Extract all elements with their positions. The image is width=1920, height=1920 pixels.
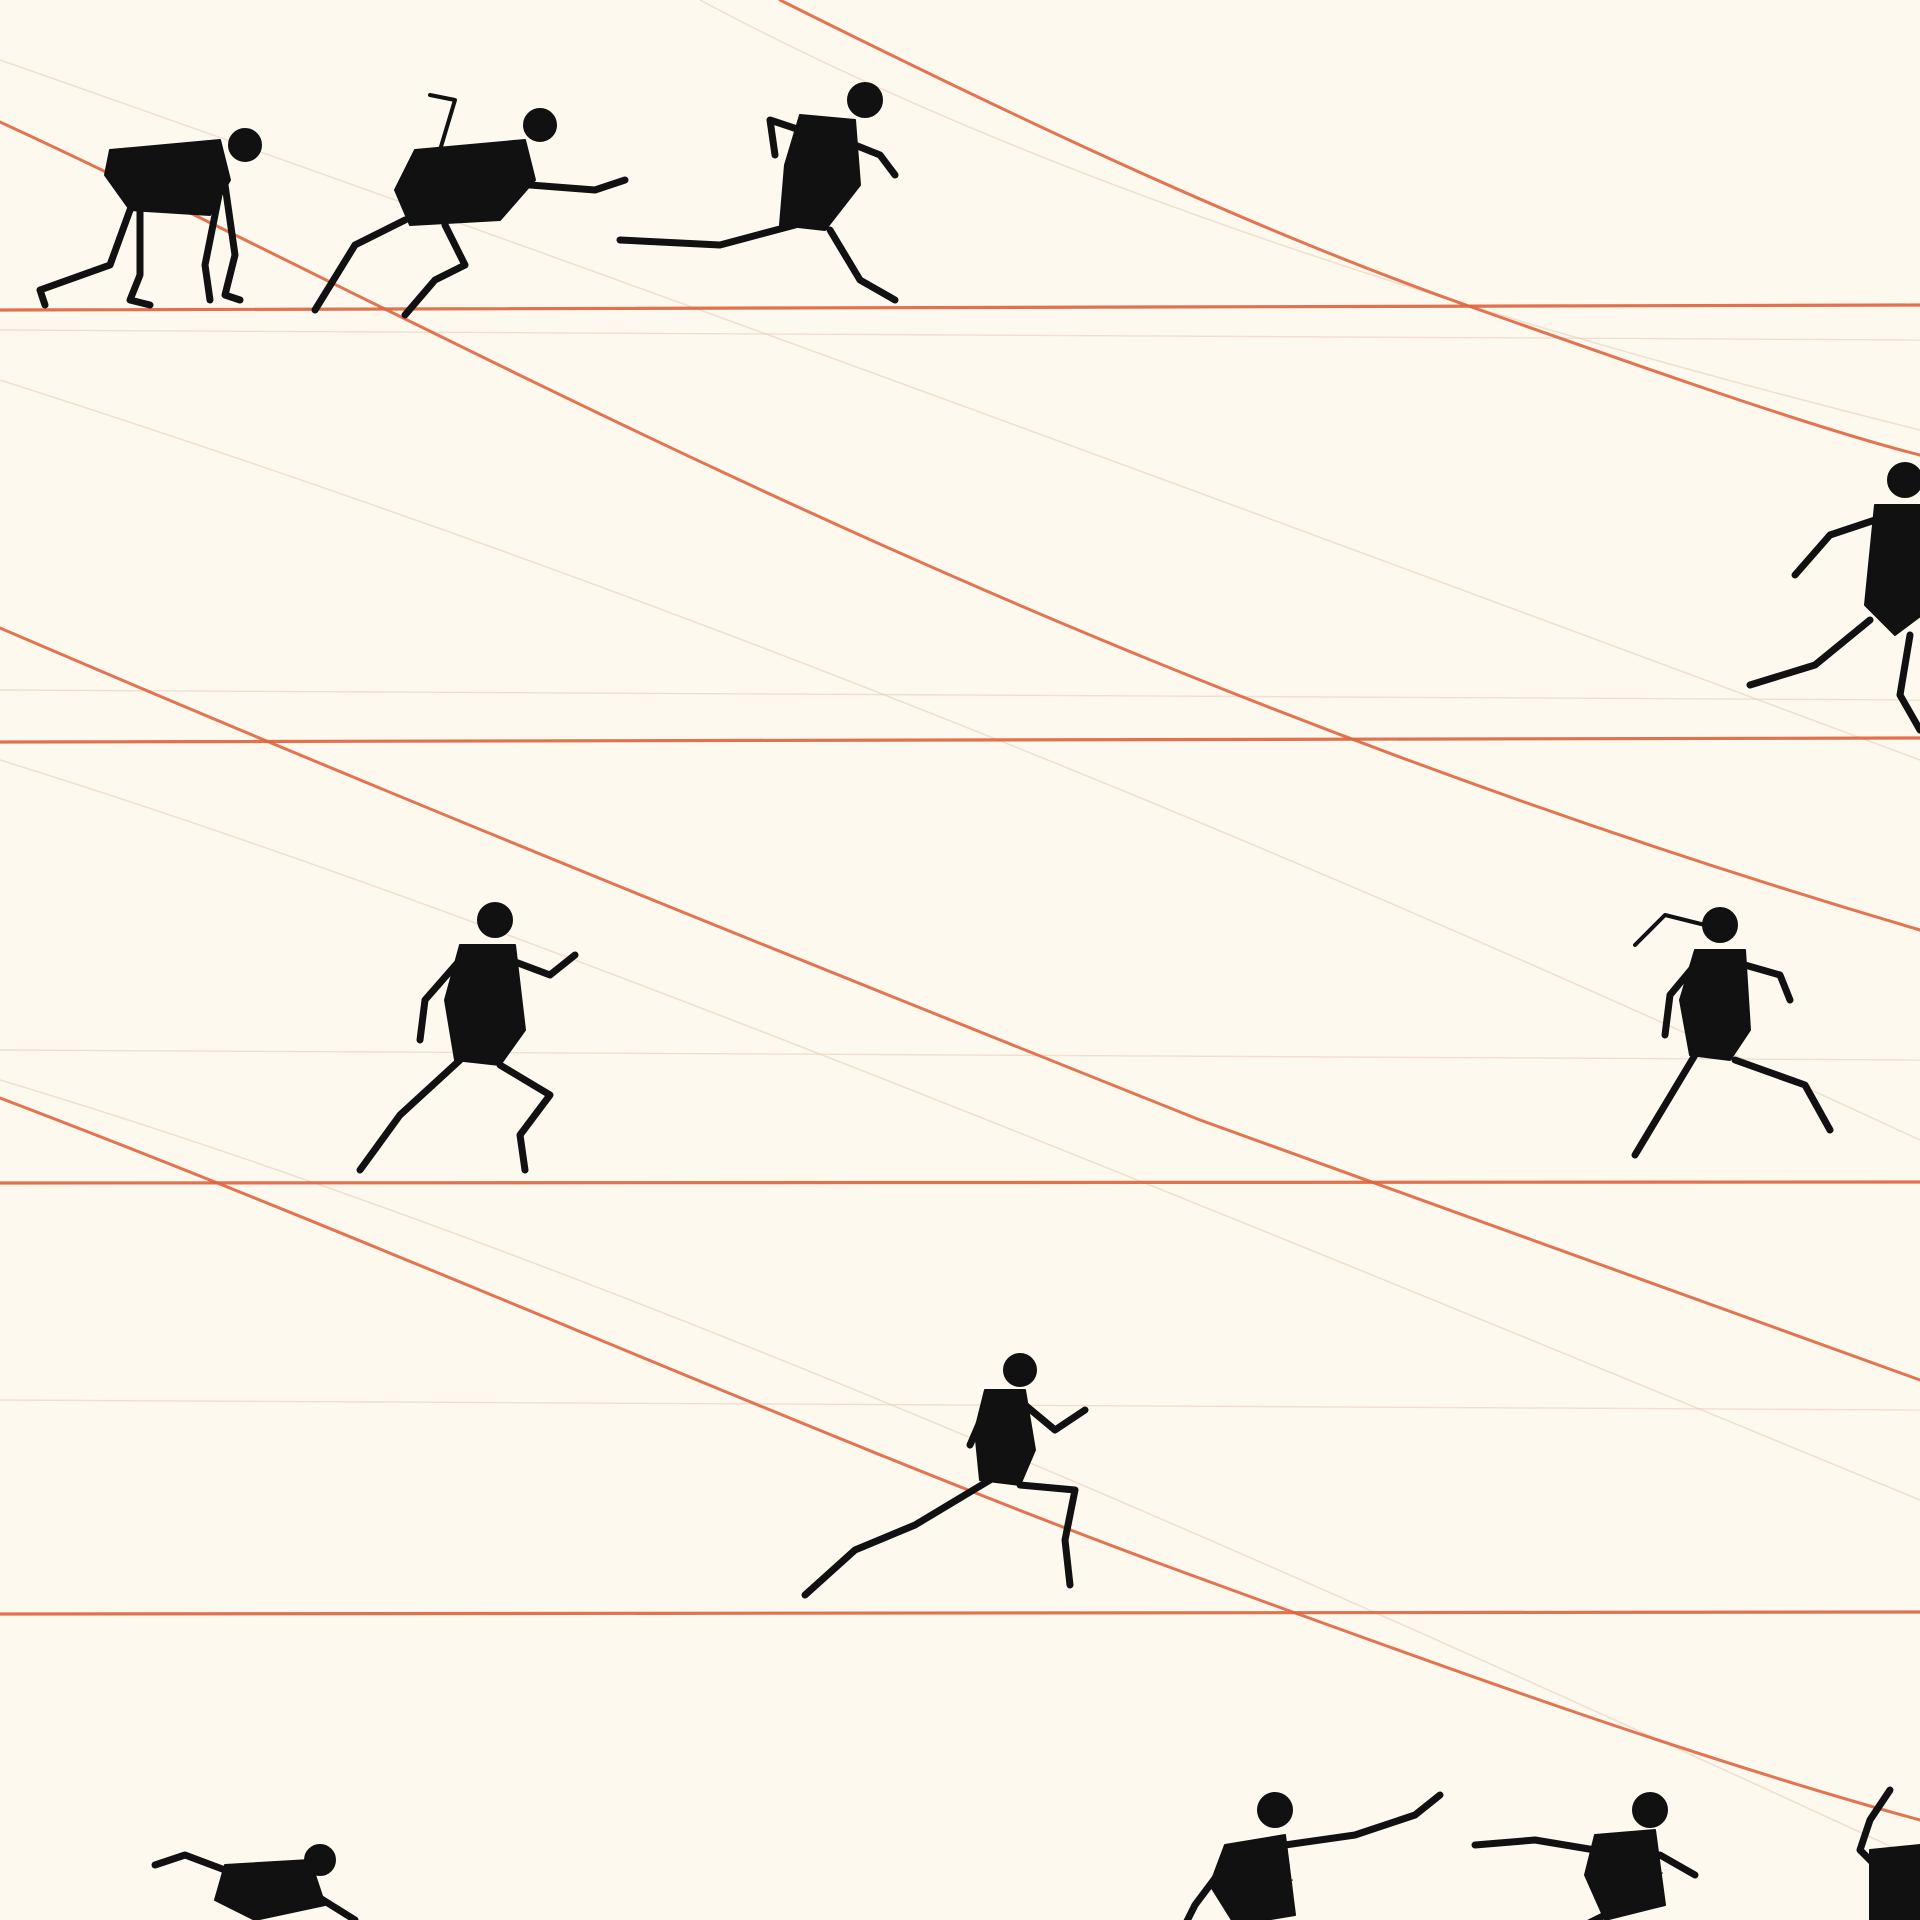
runner-ponytail (1631, 907, 1834, 1159)
runner-partial-edge (1856, 1786, 1920, 1920)
curve-line-2 (0, 626, 1920, 1382)
lane-line-3 (0, 1180, 1920, 1185)
runner-drive-phase (311, 93, 629, 319)
lane-line-4 (0, 1610, 1920, 1616)
runner-reach-baton (1183, 1791, 1444, 1920)
runner-right-edge (1746, 462, 1920, 734)
curve-line-1 (0, 120, 1920, 932)
runner-stride (616, 82, 899, 304)
lane-lines (0, 303, 1920, 1616)
curve-line-4 (778, 0, 1920, 457)
runner-sprint (356, 902, 579, 1174)
runner-crouch-start (36, 128, 262, 309)
runner-reach (1471, 1792, 1699, 1920)
lane-line-2 (0, 736, 1920, 744)
curve-line-3 (0, 1096, 1920, 1822)
curve-lines (0, 0, 1920, 1822)
runner-lunge (801, 1353, 1089, 1599)
runner-crouch-low (151, 1844, 359, 1920)
faint-guidelines (0, 0, 1920, 1861)
lane-line-1 (0, 303, 1920, 312)
